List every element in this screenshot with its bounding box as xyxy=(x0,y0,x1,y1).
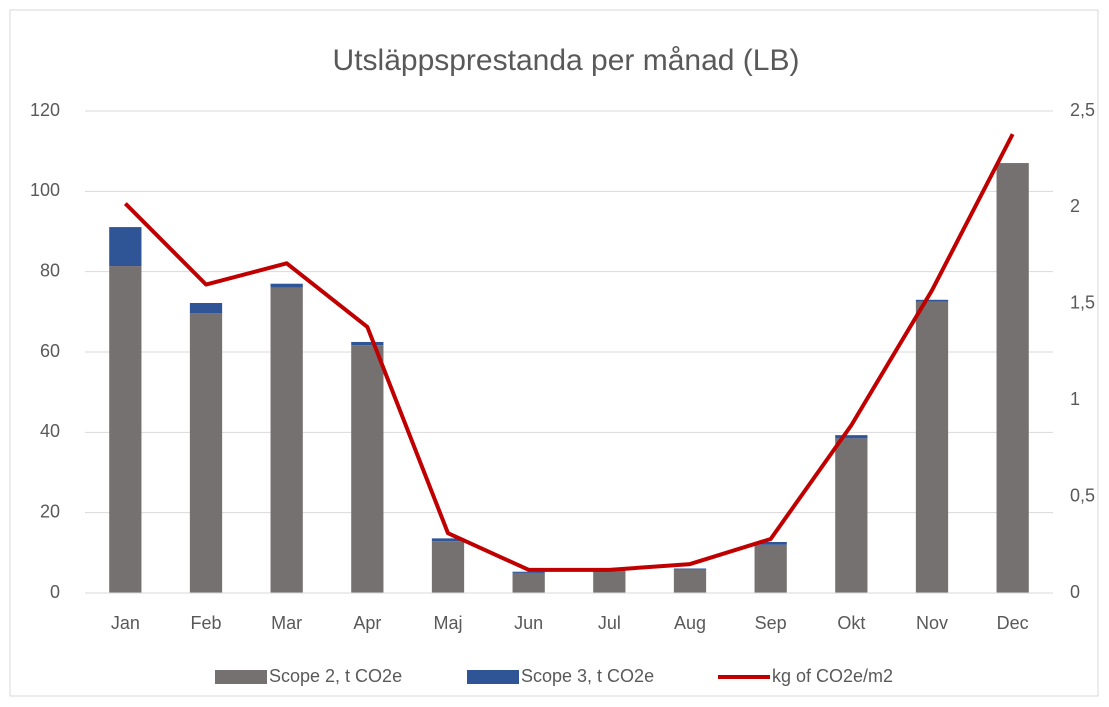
legend-label: Scope 2, t CO2e xyxy=(269,666,402,686)
bar xyxy=(351,341,384,346)
y2-tick-label: 1,5 xyxy=(1070,293,1095,313)
y2-tick-label: 2,5 xyxy=(1070,100,1095,120)
bar xyxy=(512,572,545,593)
y-tick-label: 120 xyxy=(30,100,60,120)
line xyxy=(123,133,1015,572)
y2-tick-label: 2 xyxy=(1070,196,1080,216)
y2-tick-label: 1 xyxy=(1070,389,1080,409)
legend-label: kg of CO2e/m2 xyxy=(772,666,893,686)
bar xyxy=(512,571,545,573)
bar xyxy=(754,541,787,545)
bar xyxy=(431,538,465,542)
y-tick-label: 40 xyxy=(40,421,60,441)
y-tick-label: 80 xyxy=(40,260,60,280)
bar xyxy=(351,345,384,593)
bar xyxy=(270,287,303,593)
x-tick-label: Apr xyxy=(353,613,381,633)
y-tick-label: 100 xyxy=(30,180,60,200)
bar xyxy=(915,301,949,593)
bar xyxy=(996,163,1029,165)
bar xyxy=(754,544,787,593)
y-tick-label: 0 xyxy=(50,582,60,602)
bar xyxy=(109,266,142,593)
x-tick-label: Dec xyxy=(997,613,1029,633)
legend-swatch xyxy=(467,670,519,684)
bar xyxy=(915,299,949,302)
x-tick-label: Feb xyxy=(190,613,221,633)
chart-title: Utsläppsprestanda per månad (LB) xyxy=(333,44,800,77)
x-tick-label: Jun xyxy=(514,613,543,633)
y2-tick-label: 0,5 xyxy=(1070,485,1095,505)
y-tick-label: 20 xyxy=(40,501,60,521)
bar xyxy=(996,164,1029,593)
x-tick-label: Jul xyxy=(598,613,621,633)
bar xyxy=(593,570,626,593)
x-tick-label: Aug xyxy=(674,613,706,633)
x-tick-label: Maj xyxy=(433,613,462,633)
bar xyxy=(270,283,303,288)
bar xyxy=(835,438,868,593)
x-tick-label: Jan xyxy=(111,613,140,633)
bar xyxy=(431,541,465,593)
x-tick-label: Mar xyxy=(271,613,302,633)
bar xyxy=(673,568,707,570)
y-tick-label: 60 xyxy=(40,341,60,361)
legend-swatch xyxy=(215,670,267,684)
x-tick-label: Nov xyxy=(916,613,948,633)
y2-tick-label: 0 xyxy=(1070,582,1080,602)
x-tick-label: Okt xyxy=(837,613,865,633)
bar xyxy=(835,435,868,439)
bar xyxy=(189,302,223,314)
legend-label: Scope 3, t CO2e xyxy=(521,666,654,686)
x-tick-label: Sep xyxy=(755,613,787,633)
bar xyxy=(109,227,142,267)
bar xyxy=(673,569,707,593)
bar xyxy=(189,313,223,593)
